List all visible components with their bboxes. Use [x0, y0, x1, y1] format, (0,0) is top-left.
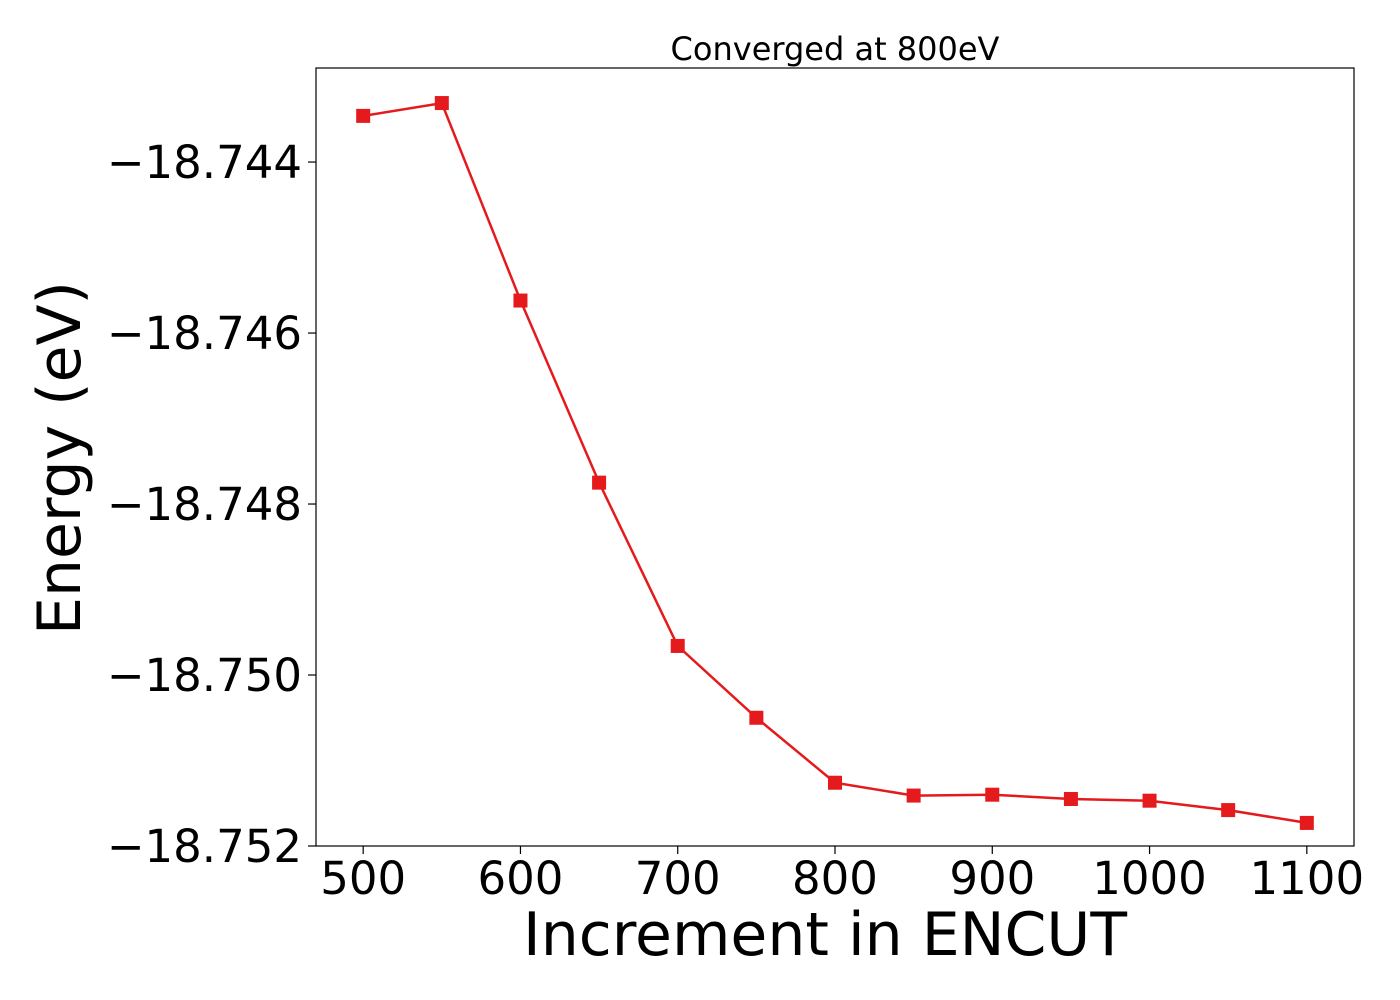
y-axis: −18.744 −18.746 −18.748 −18.750 −18.752 — [107, 136, 316, 873]
y-tick-label: −18.750 — [107, 649, 302, 702]
x-axis: 500 600 700 800 900 1000 1100 — [320, 846, 1364, 905]
x-tick-label: 700 — [635, 852, 721, 905]
data-point — [985, 787, 1000, 802]
data-point — [1221, 803, 1236, 818]
x-tick-label: 1000 — [1092, 852, 1207, 905]
series-markers — [356, 96, 1314, 830]
y-tick-label: −18.746 — [107, 307, 302, 360]
x-tick-label: 500 — [320, 852, 406, 905]
data-point — [434, 96, 449, 111]
data-point — [749, 710, 764, 725]
data-point — [1063, 791, 1078, 806]
data-point — [670, 638, 685, 653]
y-axis-label: Energy (eV) — [25, 281, 95, 635]
x-tick-label: 800 — [792, 852, 878, 905]
y-tick-label: −18.748 — [107, 478, 302, 531]
data-point — [356, 108, 371, 123]
y-tick-label: −18.752 — [107, 820, 302, 873]
data-point — [906, 788, 921, 803]
data-point — [1142, 793, 1157, 808]
y-tick-label: −18.744 — [107, 136, 302, 189]
x-axis-label: Increment in ENCUT — [523, 900, 1127, 970]
x-tick-label: 1100 — [1250, 852, 1365, 905]
data-point — [1299, 815, 1314, 830]
data-point — [513, 293, 528, 308]
chart-title: Converged at 800eV — [671, 30, 1000, 68]
data-point — [828, 775, 842, 790]
x-tick-label: 900 — [949, 852, 1035, 905]
plot-area — [315, 67, 1355, 847]
x-tick-label: 600 — [478, 852, 564, 905]
data-point — [592, 475, 607, 490]
series-line — [362, 101, 1308, 825]
